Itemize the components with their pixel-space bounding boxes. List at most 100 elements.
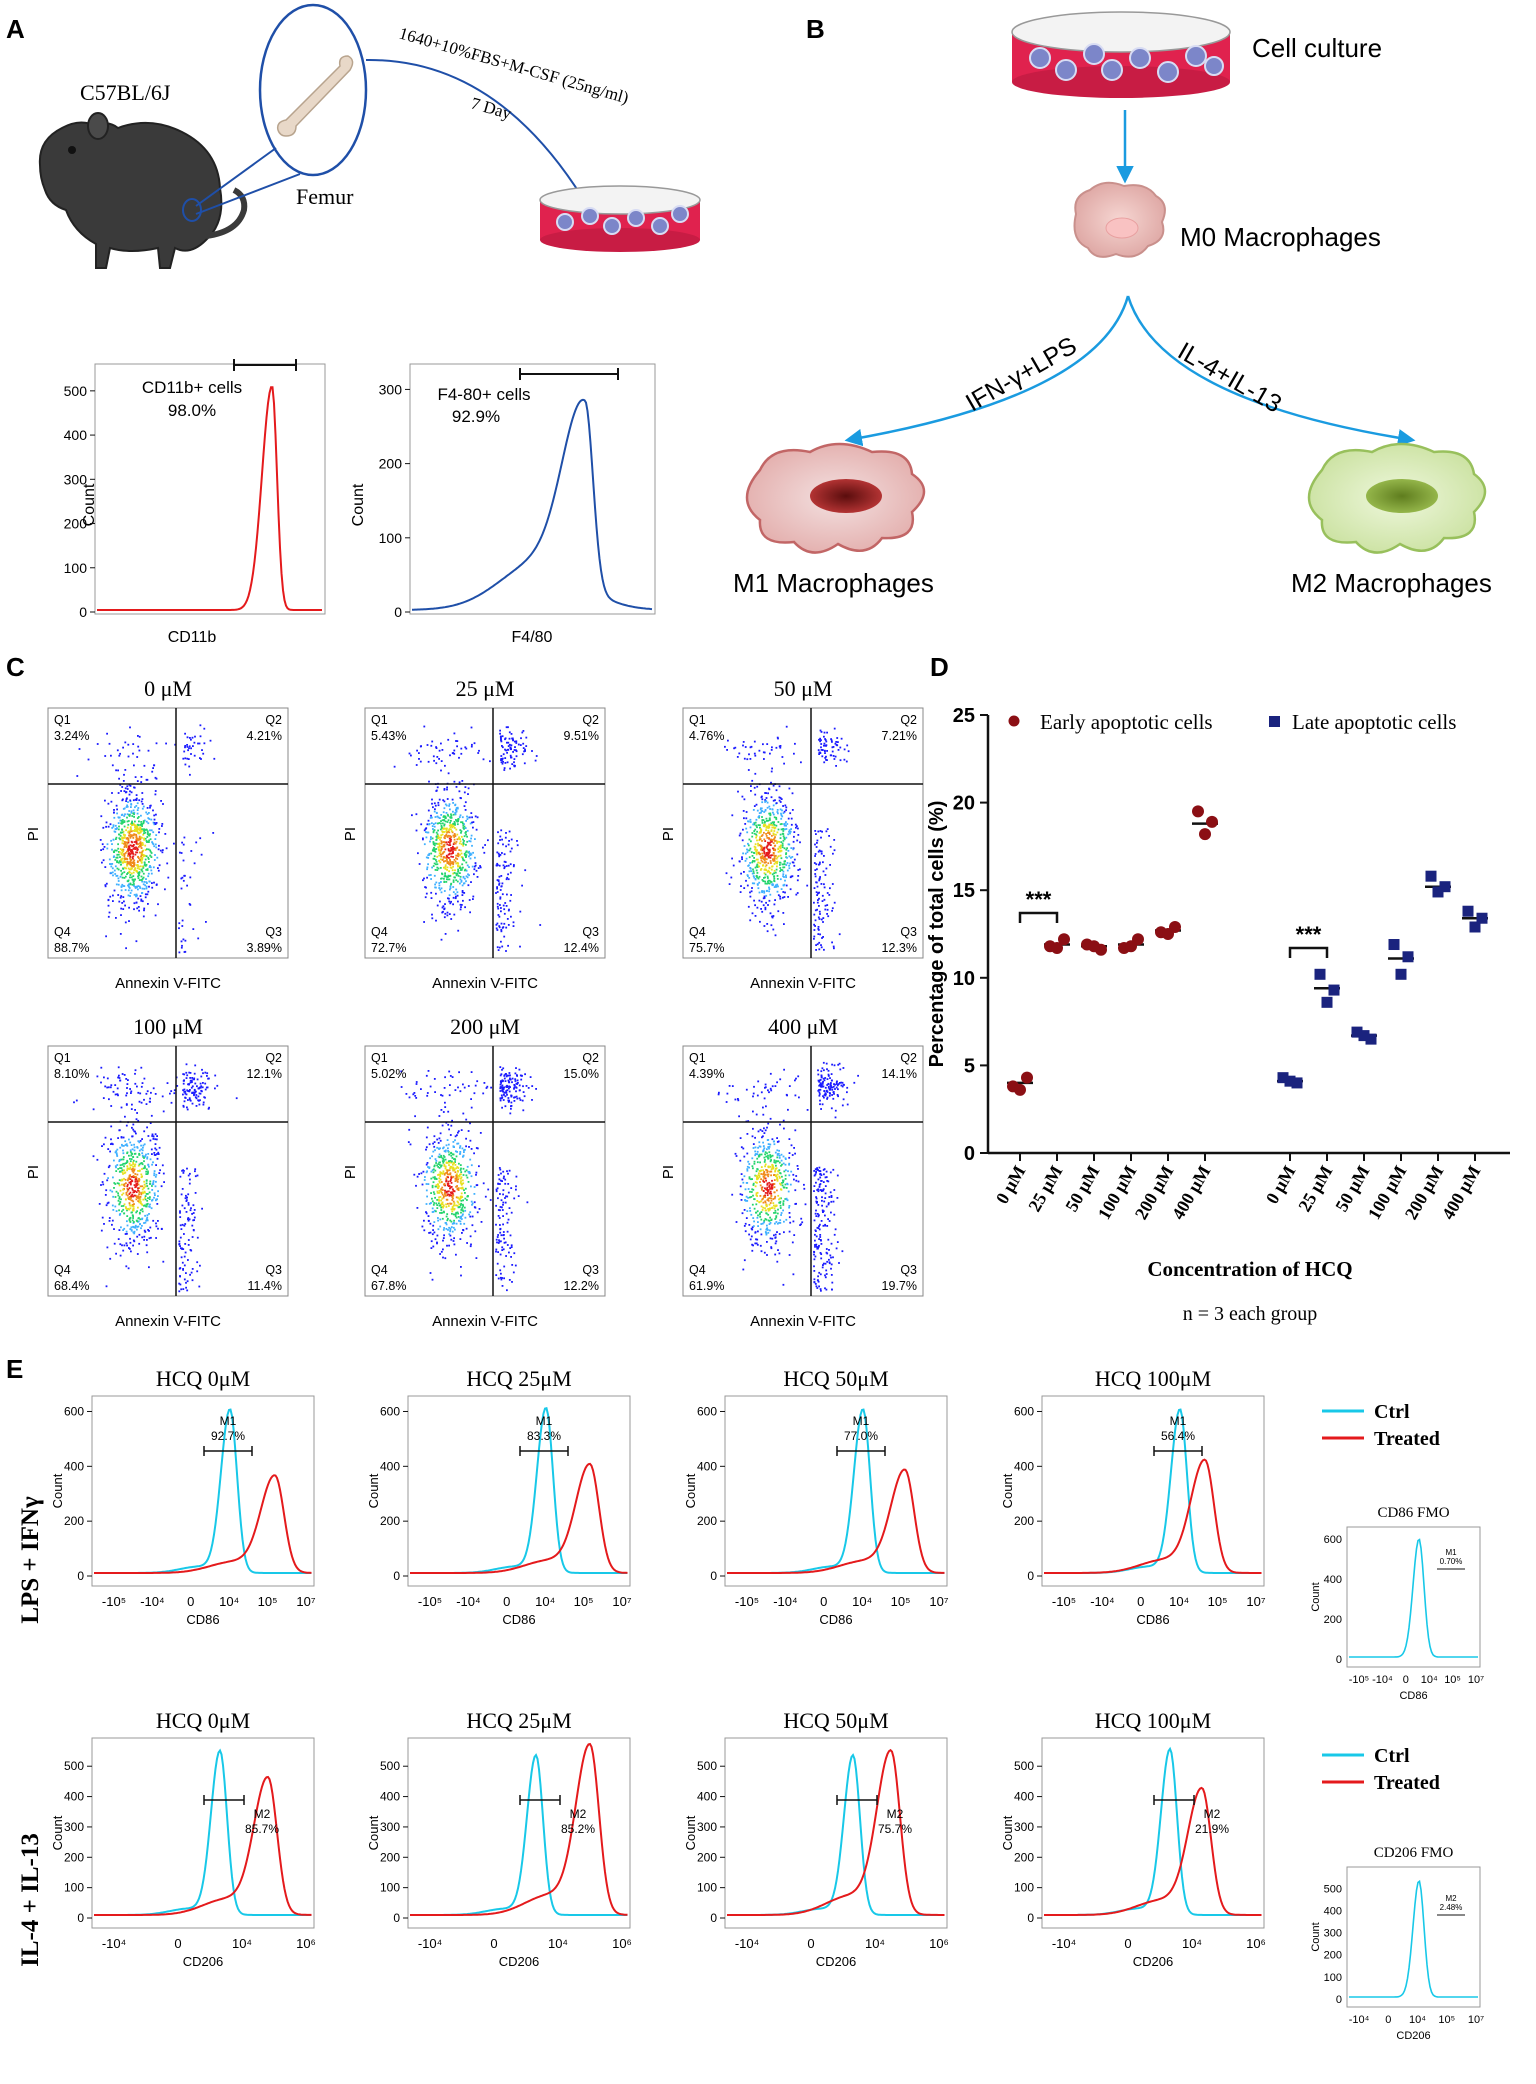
ctrl-curve (410, 1406, 628, 1574)
plot-frame (407, 1395, 631, 1587)
quadrant-label: Q1 (371, 713, 388, 727)
gate-label: M2 (254, 1807, 271, 1821)
quadrant-percent: 5.02% (371, 1067, 406, 1081)
quadrant-label: Q2 (900, 713, 917, 727)
quadrant-percent: 15.0% (564, 1067, 599, 1081)
y-axis-label: Count (81, 483, 98, 526)
y-tick-label: 400 (697, 1459, 717, 1473)
m2-stimulus: IL-4+IL-13 (1173, 337, 1286, 419)
quadrant-percent: 5.43% (371, 729, 406, 743)
data-point-late (1395, 968, 1407, 980)
data-point-early (1125, 940, 1137, 953)
treated-curve (94, 1474, 312, 1574)
y-tick-label: 10 (953, 968, 975, 990)
plot-title: 0 μM (144, 676, 192, 701)
plot-frame (91, 1737, 315, 1929)
y-tick-label: 400 (380, 1790, 400, 1804)
zoom-line (195, 147, 277, 207)
cd11b-histogram: Count 0 100 200 300 400 500 CD11b+ cells 98.0… (64, 359, 326, 646)
f480-histogram: Count 0 100 200 300 F4-80+ cells 92.9% F4/8… (350, 363, 656, 646)
fmo-histogram: CD206 FMO 0 100 200 300 400 500 Count M22.48% -10… (1310, 1845, 1484, 2042)
x-tick-label: 10⁷ (1246, 1594, 1265, 1609)
plot-frame (364, 1045, 606, 1297)
x-tick-label: 0 (490, 1936, 497, 1951)
y-tick-label: 400 (64, 427, 88, 443)
quadrant-label: Q4 (54, 925, 71, 939)
quadrant-percent: 68.4% (54, 1279, 89, 1293)
ctrl-curve (1044, 1408, 1262, 1574)
x-tick-label: 10⁷ (1468, 1674, 1484, 1686)
x-tick-label: 10⁵ (1438, 2014, 1455, 2026)
x-tick-label: 10⁵ (1444, 1674, 1461, 1686)
y-tick-label: 600 (64, 1404, 84, 1418)
treated-curve (410, 1742, 628, 1916)
data-point-late (1402, 951, 1414, 963)
x-tick-label: 0 (807, 1936, 814, 1951)
x-tick-label: -10⁵ (1349, 1674, 1369, 1686)
quadrant-percent: 12.2% (564, 1279, 599, 1293)
plot-title: HCQ 100μM (1095, 1366, 1211, 1391)
quadrant-percent: 8.10% (54, 1067, 89, 1081)
significance-bracket (1018, 911, 1059, 923)
x-tick-label: -10⁴ (456, 1594, 480, 1609)
quadrant-label: Q2 (900, 1051, 917, 1065)
x-tick-label: 10⁵ (258, 1594, 278, 1609)
data-point-late (1291, 1077, 1303, 1089)
row1-label: LPS + IFNγ (17, 1496, 44, 1624)
x-axis-label: Annexin V-FITC (115, 975, 221, 992)
quadrant-label: Q4 (54, 1263, 71, 1277)
panel-e: E LPS + IFNγ IL-4 + IL-13 HCQ 0μM 0 200 400… (6, 1354, 1484, 2042)
quadrant-label: Q3 (900, 1263, 917, 1277)
row2-label: IL-4 + IL-13 (17, 1833, 44, 1967)
m0-label: M0 Macrophages (1180, 222, 1381, 252)
data-point-early (1199, 828, 1211, 841)
plot-title: HCQ 25μM (466, 1366, 571, 1391)
data-point-late (1358, 1030, 1370, 1042)
gate-label: CD11b+ cells (142, 378, 242, 397)
significance-label: *** (1026, 887, 1052, 912)
data-point-late (1365, 1033, 1377, 1045)
plot-title: HCQ 100μM (1095, 1708, 1211, 1733)
apoptosis-dot-plot: 25 μM Q1 5.43% Q2 9.51% Q4 72.7% Q3 12.4% Annexin… (342, 676, 606, 992)
x-tick-label: 10⁴ (548, 1936, 568, 1951)
quadrant-label: Q1 (54, 713, 71, 727)
significance-bracket (1288, 946, 1329, 959)
cd206-histogram: HCQ 50μM 0 100 200 300 400 500 Count -10⁴ 0 10⁴ 10⁶… (683, 1708, 949, 1969)
cd86-histogram: HCQ 0μM 0 200 400 600 Count -10⁵ -10⁴ 0 10⁴ 10⁵ 10⁷… (50, 1366, 316, 1627)
petri-dish-b (1011, 11, 1231, 98)
x-axis-label: CD11b (168, 629, 217, 646)
fmo-curve (1349, 1538, 1478, 1658)
x-tick-label: 10⁵ (891, 1594, 911, 1609)
cd206-histogram: HCQ 0μM 0 100 200 300 400 500 Count -10⁴ 0 10⁴ 10⁶ C… (50, 1708, 316, 1969)
plot-frame (682, 1045, 924, 1297)
y-tick-label: 200 (697, 1514, 717, 1528)
x-tick-label: 0 μM (1262, 1162, 1300, 1207)
y-tick-label: 500 (64, 1759, 84, 1773)
y-tick-label: 0 (710, 1911, 717, 1925)
x-tick-label: 10⁷ (612, 1594, 631, 1609)
cd86-histogram: HCQ 25μM 0 200 400 600 Count -10⁵ -10⁴ 0 10⁴ 10⁵ 10… (366, 1366, 632, 1627)
quadrant-label: Q4 (689, 925, 706, 939)
gate-percent: 85.7% (245, 1822, 279, 1836)
data-point-late (1425, 870, 1437, 882)
quadrant-percent: 75.7% (689, 941, 724, 955)
legend-treated: Treated (1374, 1428, 1440, 1450)
plot-frame (682, 707, 924, 959)
y-tick-label: 500 (380, 1759, 400, 1773)
y-tick-label: 200 (380, 1514, 400, 1528)
x-tick-label: -10⁴ (1349, 2014, 1370, 2026)
plot-title: HCQ 0μM (156, 1366, 250, 1391)
treated-curve (1044, 1786, 1262, 1916)
y-tick-label: 400 (1324, 1905, 1342, 1917)
x-tick-label: 0 μM (992, 1162, 1030, 1207)
quadrant-percent: 12.1% (247, 1067, 282, 1081)
quadrant-label: Q3 (265, 1263, 282, 1277)
plot-title: HCQ 50μM (783, 1366, 888, 1391)
x-tick-label: -10⁴ (773, 1594, 797, 1609)
quadrant-percent: 4.39% (689, 1067, 724, 1081)
cd86-histogram: HCQ 50μM 0 200 400 600 Count -10⁵ -10⁴ 0 10⁴ 10⁵ 10… (683, 1366, 949, 1627)
x-tick-label: 10⁴ (1169, 1594, 1189, 1609)
data-point-early (1162, 928, 1174, 940)
x-tick-label: 0 (174, 1936, 181, 1951)
